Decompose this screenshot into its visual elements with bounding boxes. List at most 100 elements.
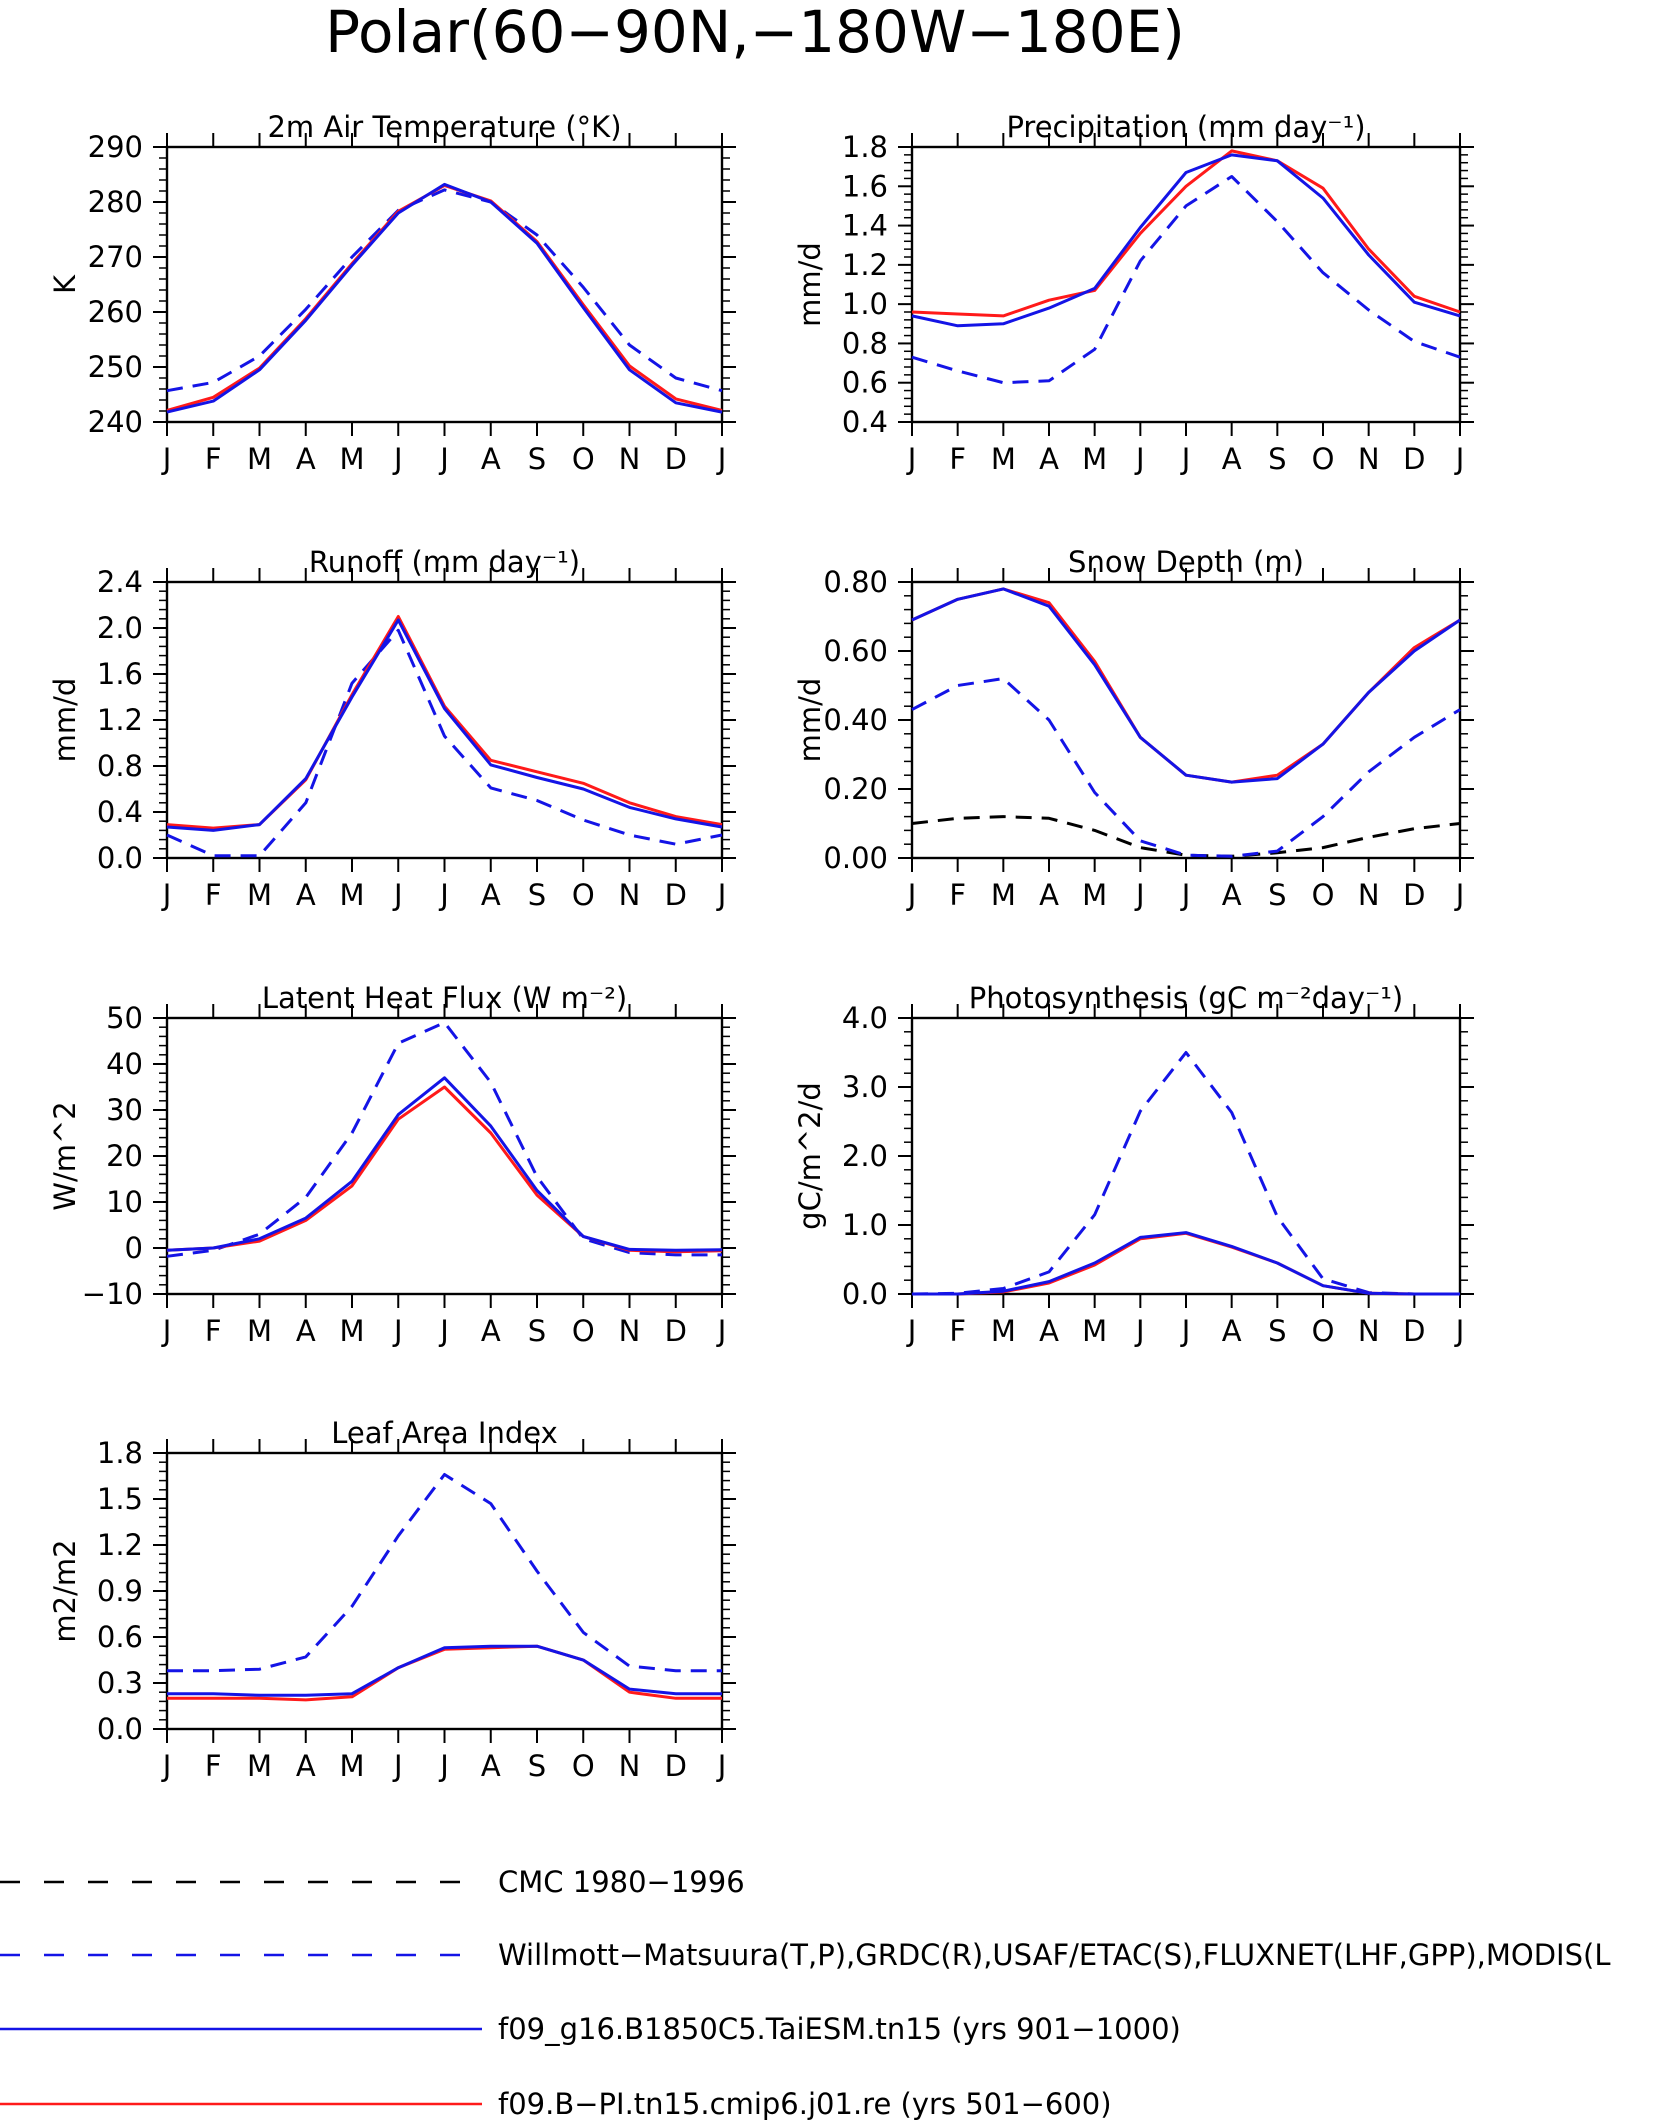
x-tick-label: O: [572, 1749, 595, 1783]
x-tick-label: M: [1082, 442, 1107, 476]
x-tick-label: J: [906, 1314, 917, 1348]
x-tick-label: J: [1454, 442, 1465, 476]
x-tick-label: O: [572, 878, 595, 912]
x-tick-label: F: [949, 878, 966, 912]
x-tick-label: J: [438, 442, 449, 476]
x-tick-label: M: [247, 442, 272, 476]
y-tick-label: 0.80: [823, 565, 888, 599]
x-tick-label: J: [1134, 878, 1145, 912]
x-tick-label: S: [528, 878, 546, 912]
y-tick-label: 3.0: [842, 1070, 888, 1104]
y-tick-label: 1.6: [97, 657, 143, 691]
y-tick-label: 1.0: [842, 287, 888, 321]
y-tick-label: 0.40: [823, 703, 888, 737]
series-line-solid-red: [166, 615, 723, 830]
y-tick-label: 260: [88, 295, 143, 329]
x-tick-label: F: [205, 878, 222, 912]
series-line-dashed-blue: [166, 1021, 722, 1258]
plot-frame: [165, 145, 724, 424]
y-tick-label: 0.8: [842, 326, 888, 360]
y-tick-label: 0.4: [97, 795, 143, 829]
y-tick-label: 2.0: [97, 611, 143, 645]
y-tick-label: 1.2: [97, 1528, 143, 1562]
x-tick-label: M: [991, 1314, 1016, 1348]
series-line-dashed-blue: [911, 677, 1461, 858]
legend-label: Willmott−Matsuura(T,P),GRDC(R),USAF/ETAC…: [498, 1938, 1611, 1972]
x-tick-label: O: [1312, 442, 1335, 476]
y-tick-label: 0.0: [97, 1712, 143, 1746]
x-tick-label: J: [438, 1314, 449, 1348]
y-tick-label: 30: [106, 1093, 143, 1127]
series-line-solid-blue: [166, 182, 723, 414]
x-tick-label: O: [1312, 878, 1335, 912]
y-tick-label: 4.0: [842, 1001, 888, 1035]
y-tick-label: 0.9: [97, 1574, 143, 1608]
y-tick-label: 1.2: [842, 248, 888, 282]
y-tick-label: 1.0: [842, 1208, 888, 1242]
x-tick-label: D: [1403, 1314, 1425, 1348]
plot-frame: [165, 1016, 724, 1296]
x-tick-label: M: [247, 1749, 272, 1783]
panel-6: Leaf Area Indexm2/m20.00.30.60.91.21.51.…: [48, 1416, 736, 1783]
y-tick-label: 0.6: [97, 1620, 143, 1654]
x-tick-label: J: [392, 878, 403, 912]
x-tick-label: A: [1039, 878, 1059, 912]
y-tick-label: 290: [88, 130, 143, 164]
x-tick-label: A: [1039, 442, 1059, 476]
x-tick-label: F: [205, 442, 222, 476]
y-tick-label: 0.00: [823, 841, 888, 875]
series-line-solid-blue: [911, 587, 1461, 784]
x-tick-label: J: [1454, 878, 1465, 912]
x-tick-label: N: [1358, 878, 1380, 912]
x-tick-label: J: [1180, 878, 1191, 912]
y-tick-label: 40: [106, 1047, 143, 1081]
legend-label: f09.B−PI.tn15.cmip6.j01.re (yrs 501−600): [498, 2087, 1112, 2121]
y-axis-label: mm/d: [48, 678, 82, 763]
page-title: Polar(60−90N,−180W−180E): [325, 0, 1185, 66]
x-tick-label: N: [619, 1314, 641, 1348]
x-tick-label: N: [619, 878, 641, 912]
panel-4: Latent Heat Flux (W m⁻²)W/m^2−1001020304…: [48, 981, 736, 1348]
series-line-solid-red: [166, 1085, 723, 1254]
panel-5: Photosynthesis (gC m⁻²day⁻¹)gC/m^2/d0.01…: [793, 981, 1474, 1348]
x-tick-label: M: [339, 442, 364, 476]
x-tick-label: S: [528, 1749, 546, 1783]
x-tick-label: N: [1358, 442, 1380, 476]
x-tick-label: J: [392, 1749, 403, 1783]
x-tick-label: N: [619, 1749, 641, 1783]
series-line-dashed-blue: [167, 1473, 722, 1673]
plot-frame: [910, 1016, 1462, 1296]
x-tick-label: J: [1134, 1314, 1145, 1348]
x-tick-label: A: [481, 878, 501, 912]
y-tick-label: 2.0: [842, 1139, 888, 1173]
x-tick-label: F: [949, 1314, 966, 1348]
x-tick-label: J: [161, 1749, 172, 1783]
series-line-dashed-blue: [166, 628, 723, 858]
y-tick-label: 0.0: [842, 1277, 888, 1311]
x-tick-label: J: [1134, 442, 1145, 476]
x-tick-label: A: [481, 442, 501, 476]
y-axis-label: m2/m2: [48, 1539, 82, 1642]
y-tick-label: 1.5: [97, 1482, 143, 1516]
series-line-dashed-black: [911, 815, 1461, 858]
y-tick-label: −10: [82, 1277, 143, 1311]
panel-1: Precipitation (mm day⁻¹)mm/d0.40.60.81.0…: [793, 110, 1474, 476]
x-tick-label: J: [438, 878, 449, 912]
plot-frame: [165, 580, 724, 860]
series-line-solid-red: [167, 1644, 722, 1702]
x-tick-label: J: [438, 1749, 449, 1783]
y-tick-label: 0.3: [97, 1666, 143, 1700]
x-tick-label: M: [247, 1314, 272, 1348]
x-tick-label: J: [906, 442, 917, 476]
y-tick-label: 0: [125, 1231, 143, 1265]
y-tick-label: 2.4: [97, 565, 143, 599]
series-line-solid-blue: [911, 153, 1461, 328]
series-line-solid-red: [911, 149, 1461, 318]
x-tick-label: D: [1403, 442, 1425, 476]
x-tick-label: M: [339, 878, 364, 912]
y-tick-label: 250: [88, 350, 143, 384]
x-tick-label: J: [1180, 1314, 1191, 1348]
series-line-solid-blue: [166, 618, 723, 832]
series-line-solid-blue: [166, 1076, 723, 1252]
x-tick-label: N: [1358, 1314, 1380, 1348]
